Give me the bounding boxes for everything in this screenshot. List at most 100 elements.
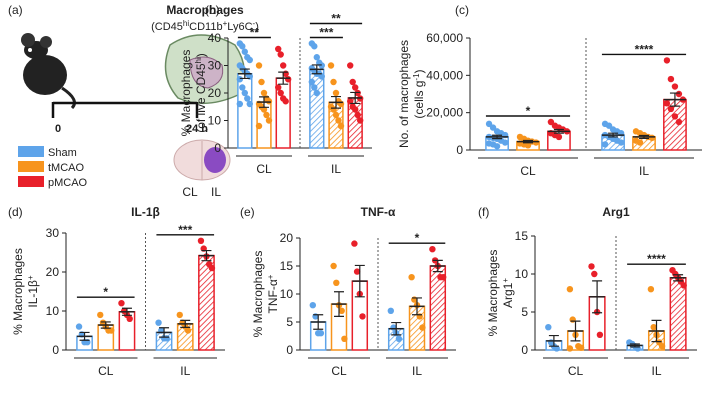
panel-a-subtitle: (CD45hiCD11b+Ly6C-) bbox=[151, 19, 259, 34]
significance-label: ** bbox=[250, 26, 260, 40]
data-point bbox=[356, 117, 364, 124]
y-tick-label: 10 bbox=[515, 267, 529, 281]
data-point bbox=[352, 106, 359, 113]
panel-label: (c) bbox=[455, 3, 469, 17]
y-tick-label: 15 bbox=[280, 259, 294, 273]
data-point bbox=[667, 75, 675, 83]
brain-label: CL bbox=[182, 185, 198, 199]
data-point bbox=[545, 324, 552, 331]
bar bbox=[237, 73, 253, 149]
data-point bbox=[658, 343, 666, 350]
significance-label: *** bbox=[319, 26, 333, 40]
x-tick-label: IL bbox=[331, 162, 341, 176]
x-tick-label: IL bbox=[651, 364, 661, 378]
text-part: % Macrophages bbox=[11, 248, 25, 335]
text-part: % Macrophages bbox=[486, 250, 500, 337]
data-point bbox=[275, 84, 282, 91]
data-point bbox=[313, 89, 320, 97]
x-tick-label: CL bbox=[520, 164, 536, 178]
data-point bbox=[671, 113, 679, 120]
data-point bbox=[680, 282, 687, 289]
y-tick-label: 20 bbox=[46, 265, 60, 279]
data-point bbox=[75, 323, 83, 330]
text-part: (CD45 bbox=[151, 21, 183, 33]
data-point bbox=[108, 327, 115, 334]
y-tick-label: 20 bbox=[208, 86, 222, 100]
superscript: + bbox=[223, 19, 228, 28]
y-tick-label: 30 bbox=[208, 59, 222, 73]
data-point bbox=[663, 100, 671, 107]
y-tick-label: 60,000 bbox=[426, 31, 463, 45]
data-point bbox=[347, 62, 354, 69]
text-part: ) bbox=[194, 53, 208, 57]
legend-label: pMCAO bbox=[48, 177, 88, 189]
y-axis-label: (of live CD45hi) bbox=[194, 53, 209, 133]
data-point bbox=[246, 100, 253, 108]
data-point bbox=[97, 311, 104, 319]
data-point bbox=[577, 344, 585, 351]
panel-a-title: Macrophages bbox=[166, 3, 244, 17]
x-tick-label: CL bbox=[568, 364, 584, 378]
legend-label: Sham bbox=[48, 147, 77, 159]
y-tick-label: 0 bbox=[286, 343, 293, 357]
data-point bbox=[501, 139, 509, 146]
significance-label: **** bbox=[635, 42, 654, 56]
data-point bbox=[317, 330, 325, 337]
legend-swatch bbox=[18, 146, 44, 157]
text-part: Ly6C bbox=[227, 21, 252, 33]
data-point bbox=[246, 56, 253, 64]
y-tick-label: 5 bbox=[286, 315, 293, 329]
panel-label: (a) bbox=[8, 3, 23, 17]
significance-label: * bbox=[526, 104, 531, 118]
data-point bbox=[349, 78, 356, 86]
data-point bbox=[636, 139, 644, 146]
data-point bbox=[330, 78, 337, 86]
timeline-label: 0 bbox=[55, 123, 61, 135]
data-point bbox=[341, 335, 348, 342]
data-point bbox=[354, 111, 361, 119]
data-point bbox=[244, 95, 251, 102]
data-point bbox=[524, 142, 532, 149]
data-point bbox=[335, 117, 342, 124]
text-part: No. of macrophages bbox=[397, 40, 411, 148]
data-point bbox=[327, 62, 335, 69]
superscript: hi bbox=[194, 57, 203, 63]
y-axis-label: (cells g-1) bbox=[412, 69, 427, 118]
panel-label: (b) bbox=[205, 3, 220, 17]
y-axis-label: % Macrophages bbox=[11, 248, 25, 335]
data-point bbox=[330, 262, 337, 270]
x-tick-label: IL bbox=[639, 164, 649, 178]
x-tick-label: IL bbox=[412, 364, 422, 378]
data-point bbox=[338, 307, 345, 314]
text-part: Arg1 bbox=[501, 282, 515, 308]
data-point bbox=[332, 111, 340, 119]
chart-title: TNF-α bbox=[361, 205, 396, 219]
y-tick-label: 15 bbox=[515, 229, 529, 243]
significance-label: * bbox=[415, 231, 420, 245]
data-point bbox=[263, 111, 270, 119]
data-point bbox=[308, 78, 316, 86]
data-point bbox=[118, 300, 125, 307]
data-point bbox=[596, 331, 604, 338]
y-tick-label: 0 bbox=[52, 343, 59, 357]
data-point bbox=[493, 143, 501, 150]
y-axis-label: % Macrophages bbox=[251, 251, 265, 338]
y-tick-label: 10 bbox=[208, 114, 222, 128]
data-point bbox=[255, 62, 263, 69]
data-point bbox=[671, 83, 679, 90]
data-point bbox=[265, 117, 273, 124]
y-axis-label: Arg1+ bbox=[501, 278, 516, 308]
data-point bbox=[280, 62, 287, 69]
data-point bbox=[239, 43, 246, 50]
brain-icon bbox=[173, 139, 231, 181]
x-tick-label: CL bbox=[98, 364, 114, 378]
data-point bbox=[255, 122, 263, 130]
data-point bbox=[555, 133, 563, 141]
data-point bbox=[337, 122, 345, 130]
data-point bbox=[184, 327, 192, 334]
y-axis-label: % Macrophages bbox=[486, 250, 500, 337]
y-tick-label: 10 bbox=[280, 287, 294, 301]
data-point bbox=[258, 78, 265, 86]
data-point bbox=[419, 324, 426, 331]
significance-label: *** bbox=[178, 223, 192, 237]
